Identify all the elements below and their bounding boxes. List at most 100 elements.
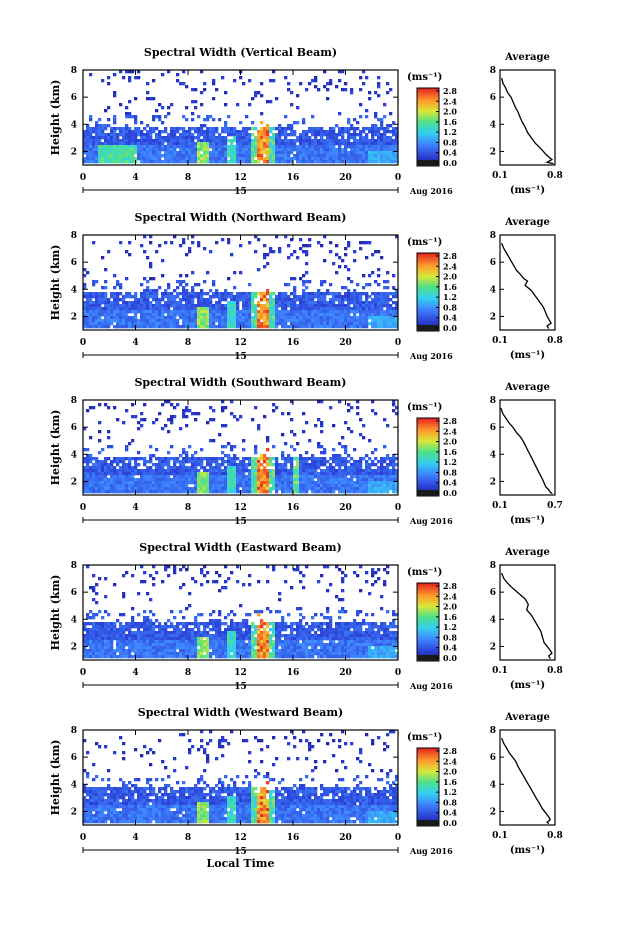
colorbar-tick-label: 0.8 bbox=[443, 137, 457, 147]
profile-x-tick-label: 0.7 bbox=[547, 501, 563, 511]
x-tick-label: 16 bbox=[287, 668, 300, 678]
colorbar-tick-label: 2.0 bbox=[443, 437, 457, 447]
profile-y-tick-label: 2 bbox=[490, 312, 496, 322]
y-tick-label: 2 bbox=[71, 642, 77, 652]
x-tick-label: 20 bbox=[339, 833, 352, 843]
x-tick-label: 0 bbox=[80, 173, 86, 183]
panel-4: Spectral Width (Eastward Beam) 2 4 6 8 Height… bbox=[49, 541, 563, 692]
x-tick-label: 12 bbox=[234, 833, 247, 843]
colorbar-unit: (ms⁻¹) bbox=[407, 402, 442, 413]
profile-line bbox=[500, 77, 554, 165]
y-axis-label: Height (km) bbox=[49, 245, 62, 321]
profile-x-tick-label: 0.8 bbox=[547, 831, 563, 841]
profile-y-tick-label: 4 bbox=[490, 780, 496, 790]
y-tick-label: 2 bbox=[71, 477, 77, 487]
profile-x-tick-label: 0.1 bbox=[492, 171, 508, 181]
colorbar-tick-label: 1.2 bbox=[443, 622, 457, 632]
x-tick-label: 8 bbox=[185, 668, 191, 678]
colorbar-tick-label: 1.2 bbox=[443, 127, 457, 137]
colorbar-tick-label: 0.8 bbox=[443, 467, 457, 477]
profile-y-tick-label: 2 bbox=[490, 807, 496, 817]
profile-title: Average bbox=[504, 52, 550, 63]
x-tick-label: 12 bbox=[234, 668, 247, 678]
y-axis-label: Height (km) bbox=[49, 410, 62, 486]
colorbar-unit: (ms⁻¹) bbox=[407, 732, 442, 743]
profile-y-tick-label: 2 bbox=[490, 477, 496, 487]
profile-unit: (ms⁻¹) bbox=[510, 515, 545, 526]
profile-unit: (ms⁻¹) bbox=[510, 185, 545, 196]
profile-y-tick-label: 4 bbox=[490, 615, 496, 625]
x-tick-label: 16 bbox=[287, 503, 300, 513]
colorbar-tick-label: 1.6 bbox=[443, 117, 457, 127]
colorbar bbox=[416, 252, 440, 332]
colorbar-tick-label: 1.6 bbox=[443, 777, 457, 787]
profile-title: Average bbox=[504, 712, 550, 723]
y-tick-label: 4 bbox=[71, 120, 77, 130]
profile-title: Average bbox=[504, 217, 550, 228]
panel-5: Spectral Width (Westward Beam) 2 4 6 8 Height… bbox=[49, 706, 563, 870]
colorbar-tick-label: 2.4 bbox=[443, 591, 457, 601]
x-tick-label: 8 bbox=[185, 833, 191, 843]
profile-x-tick-label: 0.1 bbox=[492, 336, 508, 346]
x-tick-label: 8 bbox=[185, 503, 191, 513]
y-tick-label: 8 bbox=[71, 726, 77, 736]
y-tick-label: 2 bbox=[71, 147, 77, 157]
panel-title: Spectral Width (Northward Beam) bbox=[135, 211, 347, 224]
profile-frame bbox=[499, 234, 556, 331]
profile-frame bbox=[499, 69, 556, 166]
x-tick-label: 4 bbox=[132, 503, 138, 513]
date-mark: 15 bbox=[234, 682, 247, 692]
colorbar-tick-label: 0.4 bbox=[443, 643, 457, 653]
profile-title: Average bbox=[504, 382, 550, 393]
profile-y-tick-label: 6 bbox=[490, 753, 496, 763]
profile-line bbox=[500, 407, 553, 495]
colorbar-tick-label: 0.4 bbox=[443, 148, 457, 158]
y-tick-label: 8 bbox=[71, 561, 77, 571]
y-tick-label: 4 bbox=[71, 450, 77, 460]
y-tick-label: 4 bbox=[71, 285, 77, 295]
colorbar-tick-label: 0.0 bbox=[443, 488, 457, 498]
y-tick-label: 6 bbox=[71, 93, 77, 103]
y-tick-label: 6 bbox=[71, 258, 77, 268]
panel-title: Spectral Width (Vertical Beam) bbox=[144, 46, 337, 59]
colorbar-tick-label: 1.6 bbox=[443, 447, 457, 457]
profile-frame bbox=[499, 399, 556, 496]
profile-unit: (ms⁻¹) bbox=[510, 845, 545, 856]
profile-frame bbox=[499, 729, 556, 826]
colorbar-tick-label: 2.8 bbox=[443, 581, 457, 591]
x-tick-label: 16 bbox=[287, 833, 300, 843]
profile-y-tick-label: 6 bbox=[490, 423, 496, 433]
date-mark: 15 bbox=[234, 517, 247, 527]
colorbar-tick-label: 0.4 bbox=[443, 313, 457, 323]
colorbar-min bbox=[417, 655, 439, 661]
panel-1: Spectral Width (Vertical Beam) 2 4 6 8 Height… bbox=[49, 46, 563, 197]
colorbar-tick-label: 2.0 bbox=[443, 767, 457, 777]
date-mark: 15 bbox=[234, 847, 247, 857]
x-tick-label: 20 bbox=[339, 338, 352, 348]
profile-unit: (ms⁻¹) bbox=[510, 680, 545, 691]
colorbar-tick-label: 2.8 bbox=[443, 746, 457, 756]
colorbar-tick-label: 2.4 bbox=[443, 426, 457, 436]
y-tick-label: 4 bbox=[71, 780, 77, 790]
x-tick-label: 0 bbox=[80, 833, 86, 843]
colorbar-tick-label: 2.8 bbox=[443, 416, 457, 426]
x-tick-label: 4 bbox=[132, 338, 138, 348]
profile-y-tick-label: 2 bbox=[490, 147, 496, 157]
x-tick-label: 12 bbox=[234, 503, 247, 513]
colorbar bbox=[416, 87, 440, 167]
profile-x-tick-label: 0.8 bbox=[547, 336, 563, 346]
colorbar-unit: (ms⁻¹) bbox=[407, 567, 442, 578]
colorbar-tick-label: 0.8 bbox=[443, 797, 457, 807]
y-axis-label: Height (km) bbox=[49, 740, 62, 816]
profile-y-tick-label: 6 bbox=[490, 93, 496, 103]
heatmap-cells bbox=[83, 400, 399, 494]
panel-2: Spectral Width (Northward Beam) 2 4 6 8 Heigh… bbox=[49, 211, 563, 362]
profile-x-tick-label: 0.1 bbox=[492, 501, 508, 511]
colorbar-tick-label: 2.4 bbox=[443, 756, 457, 766]
x-tick-label: 0 bbox=[395, 173, 401, 183]
date-label: Aug 2016 bbox=[409, 681, 453, 691]
colorbar-tick-label: 1.2 bbox=[443, 292, 457, 302]
colorbar-tick-label: 1.2 bbox=[443, 457, 457, 467]
x-axis-label: Local Time bbox=[207, 857, 275, 870]
panel-title: Spectral Width (Southward Beam) bbox=[134, 376, 346, 389]
